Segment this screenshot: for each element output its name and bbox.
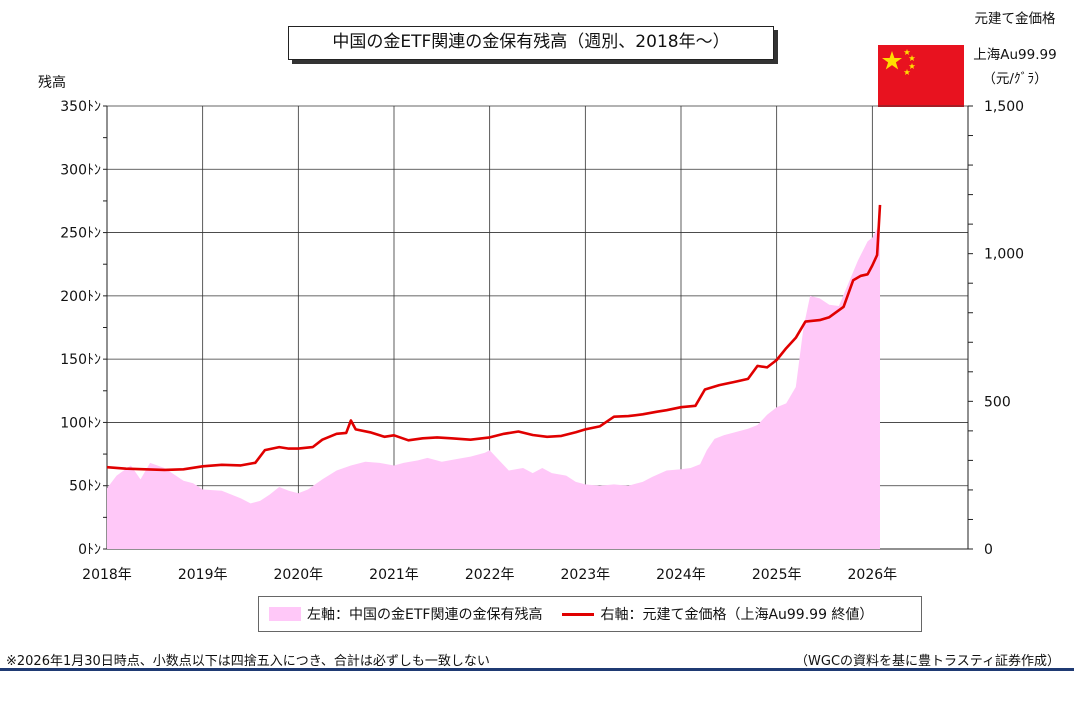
left-tick-label: 150ﾄﾝ bbox=[60, 352, 101, 368]
left-tick-label: 0ﾄﾝ bbox=[78, 542, 101, 558]
right-tick-label: 1,000 bbox=[984, 247, 1024, 263]
x-tick-label: 2022年 bbox=[465, 567, 515, 583]
x-tick-label: 2023年 bbox=[561, 567, 611, 583]
left-tick-label: 250ﾄﾝ bbox=[60, 226, 101, 242]
holdings-area bbox=[107, 216, 880, 549]
right-axis-label-line3: （元/ｸﾞﾗ） bbox=[982, 71, 1048, 87]
legend-swatch-holdings bbox=[269, 607, 301, 621]
x-tick-label: 2024年 bbox=[656, 567, 706, 583]
left-axis-label: 残高 bbox=[38, 75, 66, 91]
x-tick-label: 2021年 bbox=[369, 567, 419, 583]
legend-swatch-price bbox=[562, 612, 595, 616]
x-tick-label: 2026年 bbox=[848, 567, 898, 583]
x-tick-label: 2020年 bbox=[274, 567, 324, 583]
left-tick-label: 200ﾄﾝ bbox=[60, 289, 101, 305]
x-tick-label: 2019年 bbox=[178, 567, 228, 583]
chart-title: 中国の金ETF関連の金保有残高（週別、2018年〜） bbox=[288, 26, 774, 60]
legend-label-holdings: 左軸：中国の金ETF関連の金保有残高 bbox=[307, 607, 543, 623]
left-tick-label: 50ﾄﾝ bbox=[69, 479, 101, 495]
right-tick-label: 0 bbox=[984, 542, 993, 558]
bottom-divider bbox=[0, 668, 1074, 671]
left-tick-label: 100ﾄﾝ bbox=[60, 415, 101, 431]
x-tick-label: 2018年 bbox=[82, 567, 132, 583]
china-flag-icon bbox=[878, 45, 964, 107]
x-tick-label: 2025年 bbox=[752, 567, 802, 583]
right-axis-label-line2: 上海Au99.99 bbox=[973, 47, 1057, 63]
legend-label-price: 右軸：元建て金価格（上海Au99.99 終値） bbox=[600, 607, 874, 623]
source-note: （WGCの資料を基に豊トラスティ証券作成） bbox=[795, 654, 1060, 669]
legend: 左軸：中国の金ETF関連の金保有残高 右軸：元建て金価格（上海Au99.99 終… bbox=[258, 596, 922, 632]
right-tick-label: 500 bbox=[984, 394, 1011, 410]
left-tick-label: 300ﾄﾝ bbox=[60, 162, 101, 178]
price-line bbox=[106, 204, 882, 472]
right-tick-label: 1,500 bbox=[984, 99, 1024, 115]
left-tick-label: 350ﾄﾝ bbox=[60, 99, 101, 115]
footnote: ※2026年1月30日時点、小数点以下は四捨五入につき、合計は必ずしも一致しない bbox=[6, 654, 490, 669]
right-axis-label-line1: 元建て金価格 bbox=[974, 11, 1056, 27]
